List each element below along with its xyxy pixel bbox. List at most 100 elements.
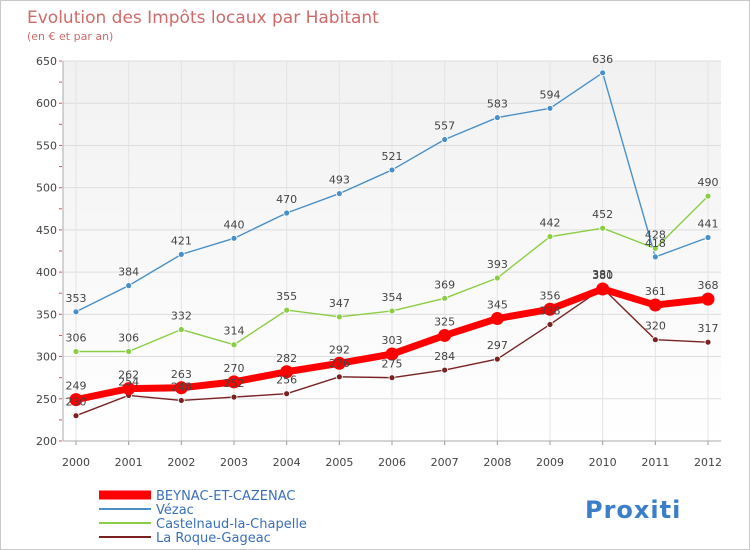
x-tick-label: 2005 <box>325 456 353 469</box>
x-tick-label: 2001 <box>115 456 143 469</box>
data-label-1: 636 <box>592 53 613 66</box>
data-label-0: 345 <box>487 299 508 312</box>
series-point-1 <box>441 136 449 143</box>
x-tick-label: 2009 <box>536 456 564 469</box>
x-tick-label: 2006 <box>378 456 406 469</box>
series-point-1 <box>125 282 133 290</box>
data-label-0: 325 <box>434 315 455 328</box>
series-point-2 <box>546 233 554 241</box>
legend-label-2: Castelnaud-la-Chapelle <box>156 517 307 532</box>
series-point-1 <box>230 234 238 242</box>
series-point-2 <box>493 274 501 282</box>
data-label-2: 428 <box>645 228 666 241</box>
series-point-1 <box>388 166 396 174</box>
series-point-3 <box>177 397 185 404</box>
proxiti-logo: Proxiti <box>585 496 681 524</box>
data-label-3: 252 <box>224 377 245 390</box>
data-label-1: 418 <box>645 237 666 250</box>
data-label-1: 594 <box>540 88 561 101</box>
series-point-1 <box>283 209 291 217</box>
y-tick-label: 250 <box>36 393 57 406</box>
x-tick-label: 2008 <box>483 456 511 469</box>
series-point-2 <box>177 326 185 333</box>
series-point-0 <box>280 365 294 379</box>
data-label-1: 421 <box>171 234 192 247</box>
data-label-3: 317 <box>698 322 719 335</box>
series-point-3 <box>335 373 343 381</box>
series-point-2 <box>283 306 291 314</box>
series-point-2 <box>704 192 712 200</box>
series-point-2 <box>125 348 133 355</box>
series-point-1 <box>335 190 343 197</box>
data-label-3: 248 <box>171 380 192 393</box>
series-point-0 <box>701 292 715 306</box>
data-label-0: 292 <box>329 343 350 356</box>
data-label-0: 356 <box>540 289 561 302</box>
data-label-1: 557 <box>434 120 455 133</box>
y-tick-label: 500 <box>36 182 57 195</box>
data-label-1: 441 <box>698 217 719 230</box>
x-tick-label: 2003 <box>220 456 248 469</box>
y-tick-label: 400 <box>36 266 57 279</box>
data-label-2: 347 <box>329 297 350 310</box>
data-label-1: 583 <box>487 98 508 111</box>
data-label-1: 353 <box>66 292 87 305</box>
series-point-1 <box>493 114 501 121</box>
data-label-2: 442 <box>540 217 561 230</box>
series-point-0 <box>174 381 188 395</box>
data-label-1: 521 <box>382 150 403 163</box>
series-point-0 <box>122 382 136 396</box>
series-point-1 <box>704 234 712 241</box>
data-label-3: 381 <box>592 268 613 281</box>
series-point-2 <box>441 294 449 302</box>
series-point-2 <box>651 245 659 252</box>
data-label-0: 303 <box>382 334 403 347</box>
series-point-2 <box>599 224 607 232</box>
data-label-2: 393 <box>487 258 508 271</box>
series-point-3 <box>283 390 291 398</box>
data-label-3: 230 <box>66 396 87 409</box>
data-label-1: 470 <box>276 193 297 206</box>
series-point-3 <box>441 366 449 374</box>
legend-label-1: Vézac <box>156 503 194 518</box>
data-label-0: 368 <box>698 279 719 292</box>
series-point-0 <box>332 356 346 370</box>
data-label-2: 332 <box>171 310 192 323</box>
y-tick-label: 450 <box>36 224 57 237</box>
series-point-3 <box>72 412 80 420</box>
data-label-2: 355 <box>276 290 297 303</box>
x-tick-label: 2011 <box>641 456 669 469</box>
x-tick-label: 2002 <box>167 456 195 469</box>
series-point-3 <box>651 336 659 344</box>
y-tick-label: 200 <box>36 435 57 448</box>
data-label-3: 254 <box>118 375 139 388</box>
y-tick-label: 650 <box>36 55 57 68</box>
y-tick-label: 300 <box>36 351 57 364</box>
data-label-1: 493 <box>329 174 350 187</box>
data-label-0: 282 <box>276 352 297 365</box>
x-tick-label: 2010 <box>589 456 617 469</box>
data-label-1: 440 <box>224 218 245 231</box>
data-label-0: 361 <box>645 285 666 298</box>
x-tick-label: 2000 <box>62 456 90 469</box>
series-point-3 <box>230 393 238 401</box>
chart-subtitle: (en € et par an) <box>27 30 113 43</box>
series-point-2 <box>388 307 396 315</box>
data-label-3: 284 <box>434 350 455 363</box>
data-label-2: 314 <box>224 325 245 338</box>
data-label-0: 249 <box>66 380 87 393</box>
data-label-2: 306 <box>118 331 139 344</box>
data-label-2: 452 <box>592 208 613 221</box>
data-label-2: 306 <box>66 331 87 344</box>
series-point-2 <box>230 341 238 349</box>
series-point-0 <box>227 375 241 389</box>
series-point-1 <box>599 69 607 77</box>
series-point-0 <box>543 302 557 316</box>
data-label-0: 262 <box>118 369 139 382</box>
data-label-2: 369 <box>434 278 455 291</box>
data-label-3: 297 <box>487 339 508 352</box>
series-point-3 <box>704 338 712 346</box>
x-tick-label: 2004 <box>273 456 301 469</box>
series-point-1 <box>72 308 80 316</box>
